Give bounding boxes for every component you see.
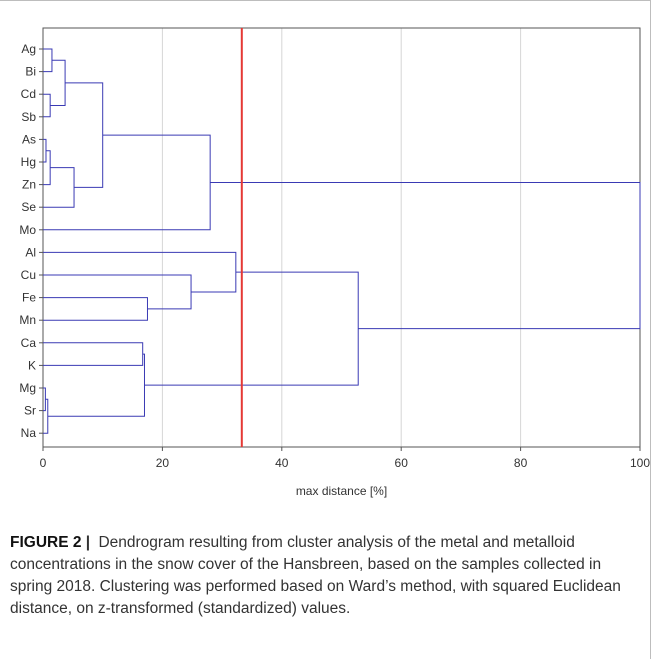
- branch-1: [43, 93, 51, 118]
- leaf-label-fe: Fe: [22, 291, 36, 305]
- branch-5: [43, 167, 75, 208]
- leaf-label-na: Na: [21, 426, 37, 440]
- leaf-label-as: As: [22, 132, 36, 146]
- plot-area-frame: [42, 27, 641, 448]
- x-tick-label-40: 40: [275, 456, 289, 470]
- branch-9: [43, 274, 192, 310]
- branch-7: [43, 134, 211, 231]
- leaf-label-cu: Cu: [21, 268, 36, 282]
- caption-text: Dendrogram resulting from cluster analys…: [10, 534, 621, 617]
- caption-separator: |: [85, 534, 91, 551]
- caption-label: FIGURE 2: [10, 534, 82, 551]
- branch-16: [210, 181, 641, 330]
- leaf-label-ca: Ca: [21, 336, 37, 350]
- x-tick-label-100: 100: [630, 456, 650, 470]
- leaf-label-cd: Cd: [21, 87, 36, 101]
- leaf-label-hg: Hg: [21, 155, 36, 169]
- x-tick-label-20: 20: [156, 456, 170, 470]
- branch-8: [43, 297, 148, 321]
- x-tick-label-0: 0: [40, 456, 47, 470]
- leaf-label-k: K: [28, 358, 36, 372]
- leaf-label-sb: Sb: [21, 110, 36, 124]
- branch-10: [43, 251, 237, 293]
- leaf-label-mn: Mn: [19, 313, 36, 327]
- branch-13: [43, 342, 144, 366]
- leaf-label-zn: Zn: [22, 178, 36, 192]
- leaf-label-mo: Mo: [19, 223, 36, 237]
- branch-6: [65, 82, 104, 188]
- dendrogram-chart: 0 20 40 60 80 100 max distance [%] Ag Bi Cd Sb As Hg…: [19, 27, 650, 498]
- leaf-label-ag: Ag: [21, 42, 36, 56]
- leaf-label-sr: Sr: [24, 404, 36, 418]
- x-axis-title: max distance [%]: [296, 484, 387, 498]
- leaf-label-mg: Mg: [19, 381, 36, 395]
- figure-caption: FIGURE 2 | Dendrogram resulting from clu…: [10, 532, 640, 620]
- x-tick-label-60: 60: [395, 456, 409, 470]
- branch-15: [144, 271, 359, 386]
- branch-4: [43, 150, 51, 186]
- leaf-label-bi: Bi: [25, 65, 36, 79]
- leaf-label-se: Se: [21, 200, 36, 214]
- x-tick-label-80: 80: [514, 456, 528, 470]
- branch-14: [47, 353, 145, 417]
- leaf-label-al: Al: [25, 245, 36, 259]
- branch-0: [43, 48, 53, 73]
